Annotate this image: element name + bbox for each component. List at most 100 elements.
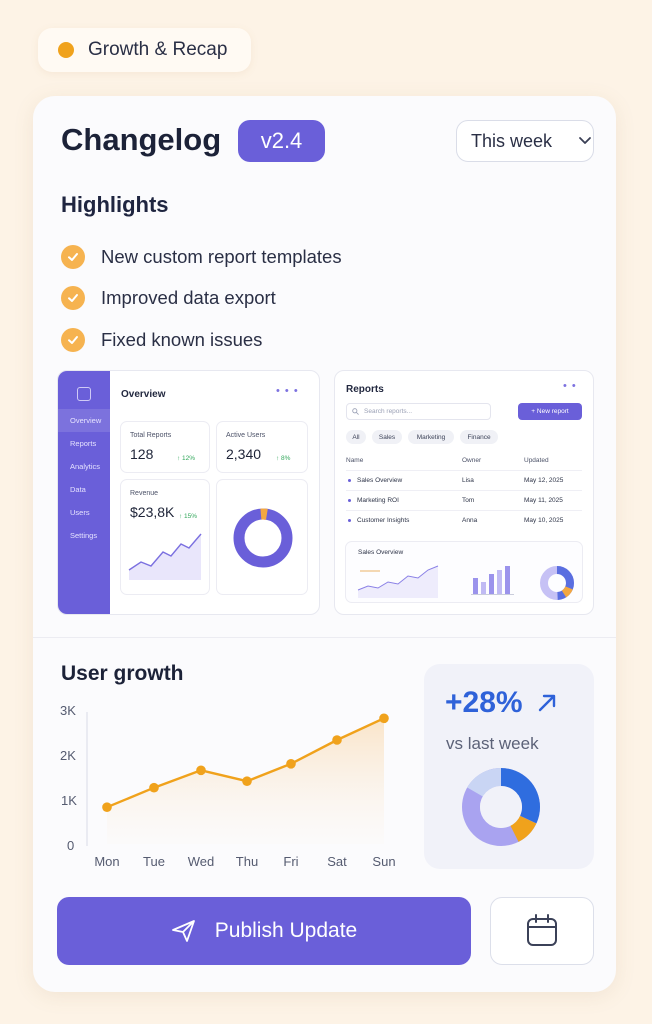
filter-chip[interactable]: Finance xyxy=(460,430,498,444)
data-point xyxy=(102,802,112,812)
data-point xyxy=(149,782,159,793)
highlight-item: Fixed known issues xyxy=(61,319,342,361)
column-header: Name xyxy=(346,457,364,464)
status-dot-icon xyxy=(58,42,74,58)
kpi-change: ↑ 15% xyxy=(179,513,198,520)
check-icon xyxy=(61,244,85,269)
y-tick-label: 2K xyxy=(60,748,76,763)
row-owner: Tom xyxy=(462,497,475,504)
row-updated: May 12, 2025 xyxy=(524,477,564,484)
reports-preview[interactable]: Reports • • Search reports... + New repo… xyxy=(334,370,594,615)
x-tick-label: Sun xyxy=(372,854,396,869)
table-row[interactable]: Customer Insights Anna May 10, 2025 xyxy=(346,510,582,530)
growth-caption: vs last week xyxy=(446,734,539,753)
row-owner: Anna xyxy=(462,517,478,524)
donut-card xyxy=(216,479,308,595)
search-placeholder: Search reports... xyxy=(364,408,413,415)
page-title: Changelog xyxy=(61,122,222,157)
kpi-change: ↑ 8% xyxy=(276,455,291,462)
highlight-text: Fixed known issues xyxy=(101,328,263,350)
highlight-item: Improved data export xyxy=(61,278,342,320)
preview-sidebar: Overview Reports Analytics Data Users Se… xyxy=(58,371,110,614)
growth-donut xyxy=(462,768,540,846)
kpi-label: Active Users xyxy=(226,432,266,439)
growth-stat-card: +28% vs last week xyxy=(424,664,594,869)
highlight-text: New custom report templates xyxy=(101,245,342,267)
check-icon xyxy=(61,286,85,311)
preview-nav-item: Overview xyxy=(58,409,110,432)
overview-preview[interactable]: Overview Reports Analytics Data Users Se… xyxy=(57,370,320,615)
column-header: Owner xyxy=(462,457,482,464)
check-icon xyxy=(61,327,85,352)
kpi-label: Total Reports xyxy=(130,432,172,439)
highlight-item: New custom report templates xyxy=(61,236,342,278)
new-report-button[interactable]: + New report xyxy=(518,403,582,420)
preview-title: Overview xyxy=(121,389,166,400)
row-bullet-icon xyxy=(348,499,351,502)
kpi-value: 128 xyxy=(130,446,154,462)
more-dots-icon: • • • xyxy=(276,385,299,397)
preview-title: Reports xyxy=(346,384,384,395)
growth-percent: +28% xyxy=(445,686,523,719)
arrow-up-right-icon xyxy=(538,694,556,712)
y-tick-label: 1K xyxy=(61,793,77,808)
changelog-card: Changelog v2.4 This week Highlights New … xyxy=(33,96,616,992)
preview-nav-item: Settings xyxy=(70,531,98,540)
period-select-value: This week xyxy=(471,130,553,151)
x-tick-label: Wed xyxy=(187,854,215,869)
y-tick-label: 3K xyxy=(60,703,76,718)
filter-chip[interactable]: Marketing xyxy=(408,430,454,444)
chevron-down-icon xyxy=(579,137,591,144)
preview-nav-item: Reports xyxy=(70,439,97,448)
overview-donut xyxy=(233,508,293,568)
reports-search-input[interactable]: Search reports... xyxy=(346,403,491,420)
app-logo-icon xyxy=(77,387,91,401)
user-growth-title: User growth xyxy=(61,662,184,685)
publish-label: Publish Update xyxy=(214,919,358,942)
row-name: Sales Overview xyxy=(357,477,403,484)
kpi-revenue: Revenue $23,8K ↑ 15% xyxy=(120,479,210,595)
row-bullet-icon xyxy=(348,479,351,482)
x-tick-label: Tue xyxy=(143,854,165,869)
data-point xyxy=(286,759,296,769)
kpi-change: ↑ 12% xyxy=(177,455,196,462)
row-name: Marketing ROI xyxy=(357,497,399,504)
filter-chip[interactable]: Sales xyxy=(372,430,402,444)
user-growth-chart xyxy=(86,712,389,846)
data-point xyxy=(196,765,206,776)
sales-donut xyxy=(540,566,574,600)
revenue-sparkline xyxy=(128,533,202,580)
preview-nav-item: Users xyxy=(70,508,90,517)
section-divider xyxy=(33,637,616,638)
schedule-button[interactable] xyxy=(490,897,594,965)
highlight-text: Improved data export xyxy=(101,287,276,309)
kpi-value: 2,340 xyxy=(226,446,262,462)
x-tick-label: Sat xyxy=(327,854,347,869)
row-owner: Lisa xyxy=(462,477,474,484)
row-updated: May 11, 2025 xyxy=(524,497,563,504)
x-tick-label: Thu xyxy=(235,854,259,869)
kpi-label: Revenue xyxy=(130,490,159,497)
kpi-total-reports: Total Reports 128 ↑ 12% xyxy=(120,421,210,473)
sales-overview-card: Sales Overview xyxy=(345,541,583,603)
top-badge: Growth & Recap xyxy=(38,28,251,72)
period-select[interactable]: This week xyxy=(456,120,594,162)
search-icon xyxy=(352,408,359,415)
top-badge-label: Growth & Recap xyxy=(88,39,228,60)
kpi-active-users: Active Users 2,340 ↑ 8% xyxy=(216,421,308,473)
table-row[interactable]: Sales Overview Lisa May 12, 2025 xyxy=(346,470,582,490)
data-point xyxy=(379,713,389,724)
column-header: Updated xyxy=(524,457,549,464)
sales-bar-chart xyxy=(471,566,514,595)
calendar-icon xyxy=(527,914,557,946)
row-updated: May 10, 2025 xyxy=(524,517,564,524)
row-bullet-icon xyxy=(348,519,351,522)
sales-sparkline xyxy=(357,565,439,598)
preview-nav-item: Analytics xyxy=(70,462,101,471)
more-dots-icon: • • xyxy=(563,380,577,392)
row-name: Customer Insights xyxy=(357,517,410,524)
sub-card-title: Sales Overview xyxy=(358,549,404,556)
table-row[interactable]: Marketing ROI Tom May 11, 2025 xyxy=(346,490,582,510)
publish-update-button[interactable]: Publish Update xyxy=(57,897,471,965)
filter-chip[interactable]: All xyxy=(346,430,366,444)
